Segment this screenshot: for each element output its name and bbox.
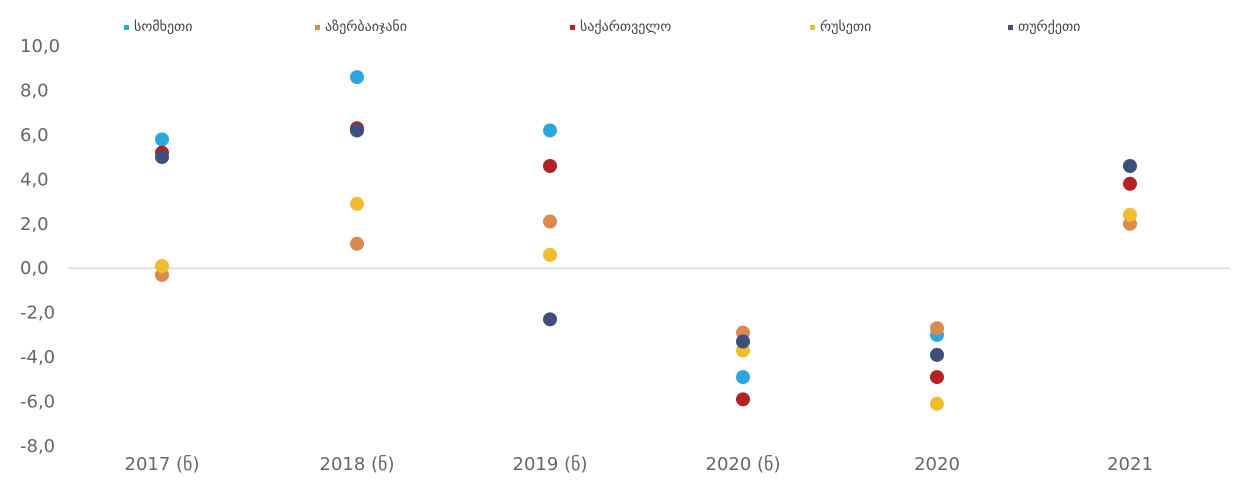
- data-points: [155, 70, 1137, 411]
- legend-label: აზერბაიჯანი: [325, 18, 407, 35]
- x-tick-label: 2018 (ნ): [320, 454, 395, 475]
- legend-label: თურქეთი: [1018, 18, 1080, 35]
- x-tick-label: 2021: [1107, 454, 1153, 475]
- y-tick-label: 4,0: [20, 169, 49, 190]
- legend-item: საქართველო: [570, 18, 671, 35]
- data-point: [543, 214, 557, 229]
- y-tick-label: -8,0: [20, 436, 55, 457]
- x-tick-label: 2020 (ნ): [706, 454, 781, 475]
- data-point: [930, 321, 944, 336]
- data-point: [1123, 159, 1137, 173]
- data-point: [736, 392, 750, 407]
- legend-item: რუსეთი: [810, 18, 871, 35]
- data-point: [930, 370, 944, 385]
- data-point: [155, 259, 169, 273]
- y-tick-label: 2,0: [20, 214, 49, 235]
- data-point: [736, 334, 750, 349]
- data-point: [543, 312, 557, 327]
- data-point: [350, 123, 364, 138]
- legend-marker: [315, 25, 320, 30]
- legend-item: სომხეთი: [124, 19, 193, 35]
- data-point: [736, 370, 750, 385]
- y-tick-label: 10,0: [20, 36, 60, 57]
- data-point: [1123, 176, 1137, 191]
- y-tick-label: -2,0: [20, 303, 55, 324]
- x-tick-label: 2019 (ნ): [513, 454, 588, 475]
- data-point: [543, 159, 557, 173]
- y-tick-label: -4,0: [20, 347, 55, 368]
- y-tick-label: -6,0: [20, 392, 55, 413]
- data-point: [350, 196, 364, 211]
- data-point: [350, 70, 364, 85]
- data-point: [930, 396, 944, 411]
- data-point: [155, 150, 169, 165]
- legend-item: თურქეთი: [1008, 18, 1080, 35]
- x-axis: 2017 (ნ) 2018 (ნ) 2019 (ნ) 2020 (ნ) 2020 2021: [125, 454, 1153, 475]
- legend-label: საქართველო: [580, 18, 671, 35]
- data-point: [1123, 207, 1137, 222]
- y-tick-label: 6,0: [20, 125, 49, 146]
- x-tick-label: 2017 (ნ): [125, 454, 200, 475]
- legend-label: რუსეთი: [820, 18, 871, 35]
- data-point: [543, 123, 557, 138]
- legend-marker: [810, 25, 815, 30]
- legend-marker: [124, 25, 129, 30]
- x-tick-label: 2020: [914, 454, 960, 475]
- legend-item: აზერბაიჯანი: [315, 18, 407, 35]
- legend-marker: [1008, 25, 1013, 30]
- data-point: [350, 236, 364, 251]
- y-tick-label: 0,0: [20, 258, 49, 279]
- data-point: [930, 347, 944, 362]
- data-point: [543, 247, 557, 262]
- legend: სომხეთი აზერბაიჯანი საქართველო რუსეთი თურქეთ…: [124, 18, 1080, 35]
- legend-label: სომხეთი: [134, 19, 193, 35]
- y-axis: 10,0 8,0 6,0 4,0 2,0 0,0 -2,0 -4,0 -6,0 -8,0: [20, 36, 60, 457]
- y-tick-label: 8,0: [20, 80, 49, 101]
- legend-marker: [570, 25, 575, 30]
- data-point: [155, 132, 169, 147]
